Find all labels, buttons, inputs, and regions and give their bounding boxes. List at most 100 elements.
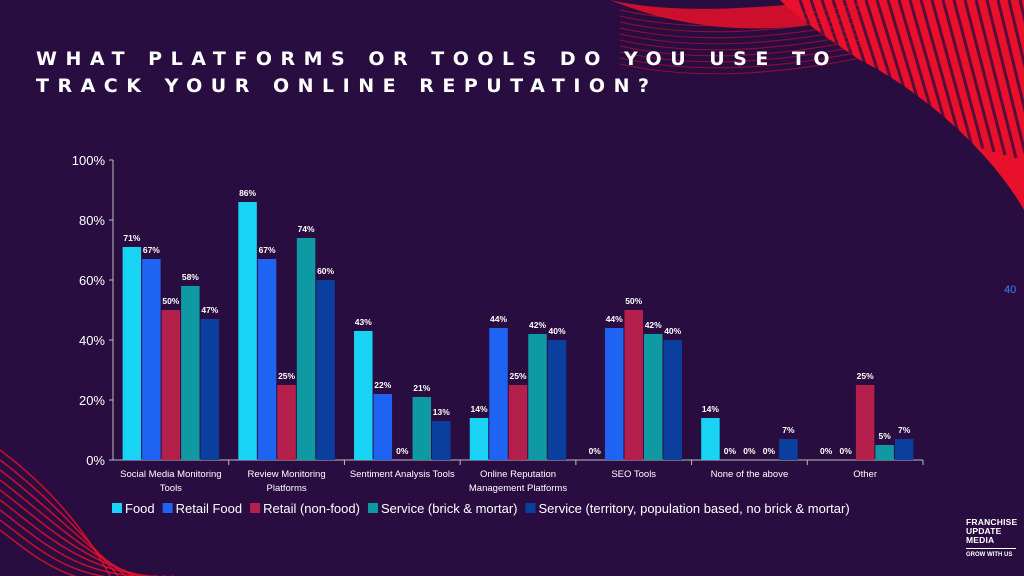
ribbon-stripe [886, 0, 930, 135]
data-label: 47% [201, 305, 218, 315]
ribbon-stripe [875, 0, 919, 132]
y-tick-label: 0% [86, 453, 105, 468]
bar [663, 340, 682, 460]
bar [624, 310, 643, 460]
y-tick-label: 40% [79, 333, 105, 348]
ribbon-stripe [919, 0, 963, 144]
data-label: 67% [259, 245, 276, 255]
data-label: 0% [839, 446, 852, 456]
ribbon-stripe [930, 0, 974, 147]
bar [373, 394, 393, 460]
data-label: 7% [782, 425, 795, 435]
ribbon-band [780, 0, 1024, 210]
y-tick-label: 100% [72, 153, 106, 168]
ribbon-line [0, 479, 135, 576]
x-tick-label: Management Platforms [469, 483, 567, 494]
bar-series-group [122, 202, 914, 460]
legend-swatch [112, 503, 122, 513]
data-label: 0% [763, 446, 776, 456]
ribbon-line [619, 15, 861, 33]
ribbon-stripe [842, 0, 886, 123]
ribbon-line [619, 39, 861, 57]
ribbon-line [619, 45, 861, 63]
legend-label: Retail (non-food) [263, 501, 360, 516]
ribbon-stripe [985, 0, 1024, 156]
bar [412, 397, 432, 460]
x-tick-label: SEO Tools [611, 469, 656, 480]
slide-title-line-1: WHAT PLATFORMS OR TOOLS DO YOU USE TO [36, 48, 839, 70]
data-label: 40% [548, 326, 565, 336]
slide-title-line-2: TRACK YOUR ONLINE REPUTATION? [36, 75, 658, 97]
bar [354, 331, 373, 460]
legend-swatch [525, 503, 536, 513]
bar [875, 445, 894, 460]
x-tick-label: Social Media Monitoring [120, 469, 221, 480]
ribbon-stripe [974, 0, 1018, 159]
y-axis: 0% 20% 40% 60% 80% 100% [72, 153, 114, 468]
legend-label: Service (brick & mortar) [381, 501, 518, 516]
bar [779, 439, 798, 460]
data-label: 71% [123, 233, 140, 243]
ribbon-stripe [952, 0, 996, 153]
ribbon-line [619, 57, 861, 75]
data-label-group: 71% 86% 43% 14% 0% 14% 0% 67% 67% 22% 44% 44% 0% 0% 50… [123, 188, 910, 456]
ribbon-stripe [1007, 0, 1024, 70]
logo-line-1: FRANCHISE [966, 517, 1018, 527]
legend-swatch [367, 503, 378, 513]
bar [161, 310, 181, 460]
data-label: 86% [239, 188, 256, 198]
ribbon-stripe [996, 0, 1024, 113]
bar [181, 286, 200, 460]
x-tick-label: Online Reputation [480, 469, 556, 480]
ribbon-stripe [897, 0, 941, 138]
bar [142, 259, 161, 460]
ribbon-line [0, 529, 174, 576]
x-tick-label: Other [853, 469, 877, 480]
data-label: 5% [878, 431, 891, 441]
ribbon-line [0, 489, 143, 576]
data-label: 42% [529, 320, 546, 330]
bar [296, 238, 316, 460]
legend-swatch [162, 503, 173, 513]
slide-title: WHAT PLATFORMS OR TOOLS DO YOU USE TO TR… [36, 46, 838, 100]
data-label: 67% [143, 245, 160, 255]
ribbon-line [619, 27, 861, 45]
data-label: 7% [898, 425, 911, 435]
bar [643, 334, 663, 460]
logo-line-2: UPDATE [966, 526, 1002, 536]
bar [894, 439, 914, 460]
ribbon-line [619, 9, 861, 27]
bar [200, 319, 220, 460]
ribbon-line [619, 51, 861, 69]
data-label: 14% [702, 404, 719, 414]
x-tick-label: Sentiment Analysis Tools [350, 469, 455, 480]
ribbon-stripe [809, 0, 853, 114]
x-tick-label: Platforms [267, 483, 307, 494]
data-label: 14% [470, 404, 487, 414]
x-axis: Social Media Monitoring Tools Review Monit… [113, 459, 924, 494]
ribbon-stripe [820, 0, 864, 117]
ribbon-line [0, 519, 166, 576]
data-label: 0% [396, 446, 409, 456]
bar [122, 247, 142, 460]
bar [528, 334, 547, 460]
data-label: 25% [278, 371, 295, 381]
bar [508, 385, 528, 460]
ribbon-stripe [963, 0, 1007, 156]
ribbon-line [619, 3, 861, 21]
logo-line-3: MEDIA [966, 535, 995, 545]
data-label: 0% [743, 446, 756, 456]
ribbon-stripe [908, 0, 952, 141]
data-label: 58% [182, 272, 199, 282]
legend-swatch [250, 503, 261, 513]
bar [855, 385, 875, 460]
bar [469, 418, 489, 460]
bar [238, 202, 257, 460]
legend-label: Service (territory, population based, no… [538, 501, 849, 516]
page-number: 40 [1004, 284, 1017, 296]
data-label: 21% [413, 383, 430, 393]
bar [257, 259, 277, 460]
ribbon-line [619, 21, 861, 39]
ribbon-stripe [941, 0, 985, 150]
